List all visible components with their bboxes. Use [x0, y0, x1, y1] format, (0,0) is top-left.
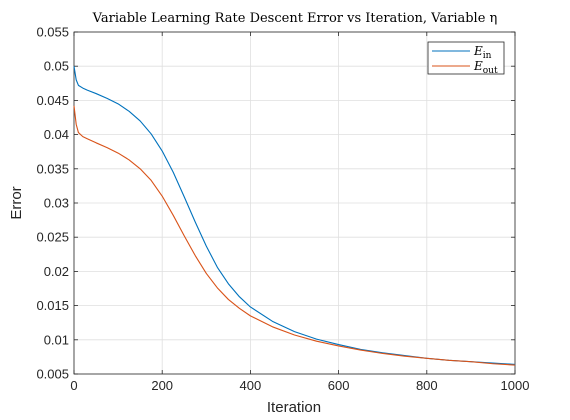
y-tick-label: 0.055 [36, 25, 69, 40]
chart-title: Variable Learning Rate Descent Error vs … [92, 11, 498, 26]
ticks: 0 200 400 600 800 1000 0.005 0.01 0.015 0.02 0.025… [36, 25, 529, 394]
y-tick-label: 0.03 [44, 196, 69, 211]
x-tick-label: 600 [328, 378, 350, 393]
legend-label-eout-main: E [473, 59, 483, 73]
grid [74, 32, 515, 374]
x-tick-label: 0 [70, 378, 77, 393]
y-tick-label: 0.035 [36, 161, 69, 176]
x-axis-label: Iteration [267, 399, 321, 416]
y-tick-label: 0.02 [44, 264, 69, 279]
series-lines [74, 66, 515, 365]
x-tick-label: 800 [416, 378, 438, 393]
y-tick-label: 0.015 [36, 298, 69, 313]
y-tick-label: 0.045 [36, 93, 69, 108]
legend: Ein Eout [428, 42, 504, 76]
y-tick-label: 0.025 [36, 230, 69, 245]
series-line-eout [74, 106, 515, 365]
y-tick-label: 0.01 [44, 332, 69, 347]
y-axis-label: Error [8, 186, 25, 219]
legend-label-ein-sub: in [483, 51, 492, 61]
x-tick-label: 400 [240, 378, 262, 393]
legend-label-ein-main: E [473, 44, 483, 58]
x-tick-label: 1000 [501, 378, 530, 393]
y-tick-label: 0.05 [44, 59, 69, 74]
legend-label-eout-sub: out [483, 66, 498, 76]
x-tick-label: 200 [151, 378, 173, 393]
y-tick-label: 0.04 [44, 127, 69, 142]
y-tick-label: 0.005 [36, 367, 69, 382]
series-line-ein [74, 66, 515, 364]
